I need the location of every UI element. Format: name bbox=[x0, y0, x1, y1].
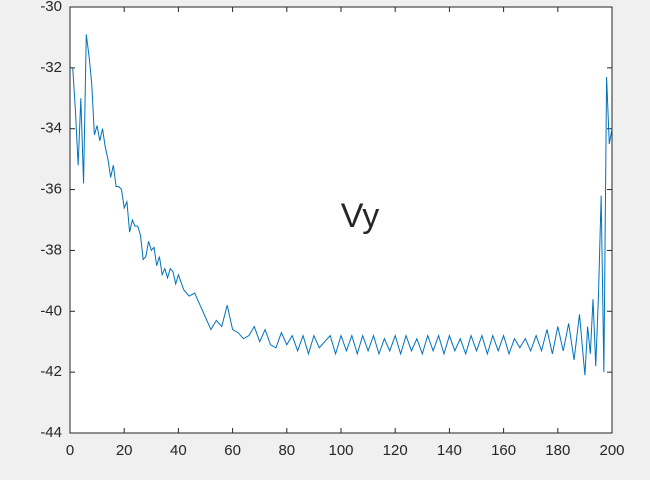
data-line bbox=[72, 34, 613, 376]
x-tick-label: 160 bbox=[491, 442, 516, 459]
x-tick-label: 40 bbox=[170, 442, 187, 459]
y-tick-label: -40 bbox=[40, 302, 62, 319]
y-tick-label: -32 bbox=[40, 59, 62, 76]
x-tick-label: 100 bbox=[328, 442, 353, 459]
x-tick-label: 140 bbox=[437, 442, 462, 459]
y-tick-label: -30 bbox=[40, 0, 62, 15]
x-tick-label: 200 bbox=[599, 442, 624, 459]
y-tick-label: -38 bbox=[40, 241, 62, 258]
x-tick-label: 120 bbox=[383, 442, 408, 459]
plot-area bbox=[69, 6, 613, 434]
x-tick-label: 80 bbox=[278, 442, 295, 459]
annotation: Vy bbox=[341, 197, 379, 235]
y-tick-label: -42 bbox=[40, 363, 62, 380]
x-tick-label: 0 bbox=[66, 442, 74, 459]
x-tick-label: 60 bbox=[224, 442, 241, 459]
x-tick-label: 180 bbox=[545, 442, 570, 459]
y-tick-label: -34 bbox=[40, 120, 62, 137]
y-tick-label: -36 bbox=[40, 181, 62, 198]
x-tick-label: 20 bbox=[116, 442, 133, 459]
y-tick-label: -44 bbox=[40, 424, 62, 441]
